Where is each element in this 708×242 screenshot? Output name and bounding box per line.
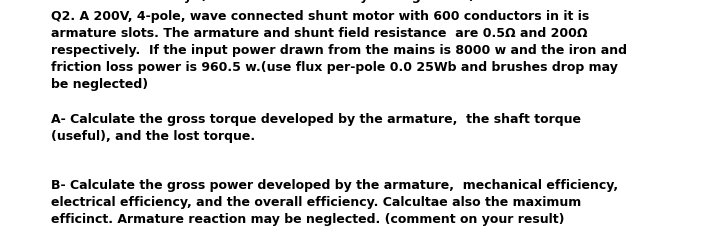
Text: B- Calculate the gross power developed by the armature,  mechanical efficiency,
: B- Calculate the gross power developed b…	[51, 179, 618, 227]
Text: A- Calculate the gross torque developed by the armature,  the shaft torque
(usef: A- Calculate the gross torque developed …	[51, 113, 581, 143]
Text: Q2. A 200V, 4-pole, wave connected shunt motor with 600 conductors in it is
arma: Q2. A 200V, 4-pole, wave connected shunt…	[51, 10, 627, 91]
Text: maximum efficiency. (Armature reaction may be neglected.): maximum efficiency. (Armature reaction m…	[51, 0, 474, 3]
